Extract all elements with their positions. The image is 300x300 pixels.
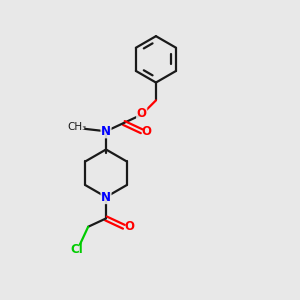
Text: Cl: Cl — [70, 244, 83, 256]
Text: O: O — [141, 125, 151, 138]
Text: O: O — [137, 106, 147, 120]
Text: O: O — [124, 220, 134, 233]
Text: CH₃: CH₃ — [67, 122, 86, 132]
Text: N: N — [101, 190, 111, 203]
Text: N: N — [101, 125, 111, 138]
